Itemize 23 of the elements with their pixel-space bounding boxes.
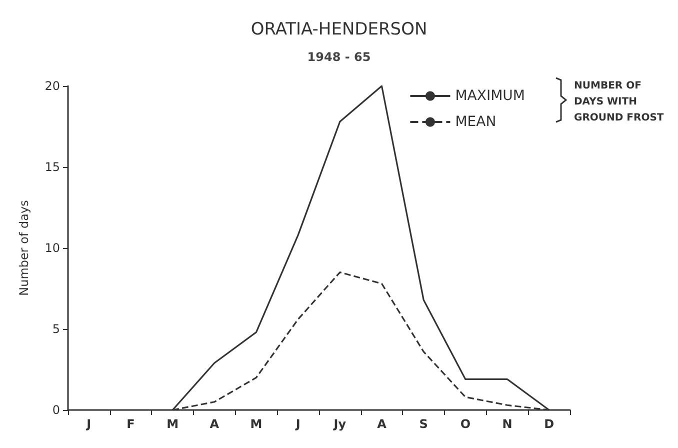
chart-subtitle: 1948 - 65 bbox=[307, 50, 371, 64]
y-tick-label: 0 bbox=[52, 403, 60, 417]
x-tick-label: O bbox=[460, 417, 471, 431]
x-tick-label: D bbox=[544, 417, 554, 431]
y-tick-label: 10 bbox=[44, 241, 60, 255]
x-tick-label: J bbox=[294, 417, 300, 431]
x-tick-label: F bbox=[126, 417, 135, 431]
y-axis-title: Number of days bbox=[17, 200, 31, 296]
x-tick-label: Jy bbox=[332, 417, 346, 431]
x-tick-label: M bbox=[250, 417, 262, 431]
x-tick-label: A bbox=[210, 417, 220, 431]
legend-label: MEAN bbox=[455, 114, 496, 130]
legend-title: NUMBER OF DAYS WITH GROUND FROST bbox=[574, 80, 664, 124]
x-tick-label: J bbox=[86, 417, 92, 431]
x-tick-label: N bbox=[502, 417, 512, 431]
y-tick-label: 15 bbox=[44, 160, 60, 174]
chart-title: ORATIA-HENDERSON bbox=[250, 20, 428, 40]
legend-label: MAXIMUM bbox=[455, 88, 525, 104]
y-tick-label: 20 bbox=[44, 79, 60, 93]
x-tick-label: S bbox=[419, 417, 428, 431]
x-tick-label: A bbox=[377, 417, 388, 431]
y-tick-label: 5 bbox=[52, 322, 60, 336]
x-tick-label: M bbox=[166, 417, 179, 431]
